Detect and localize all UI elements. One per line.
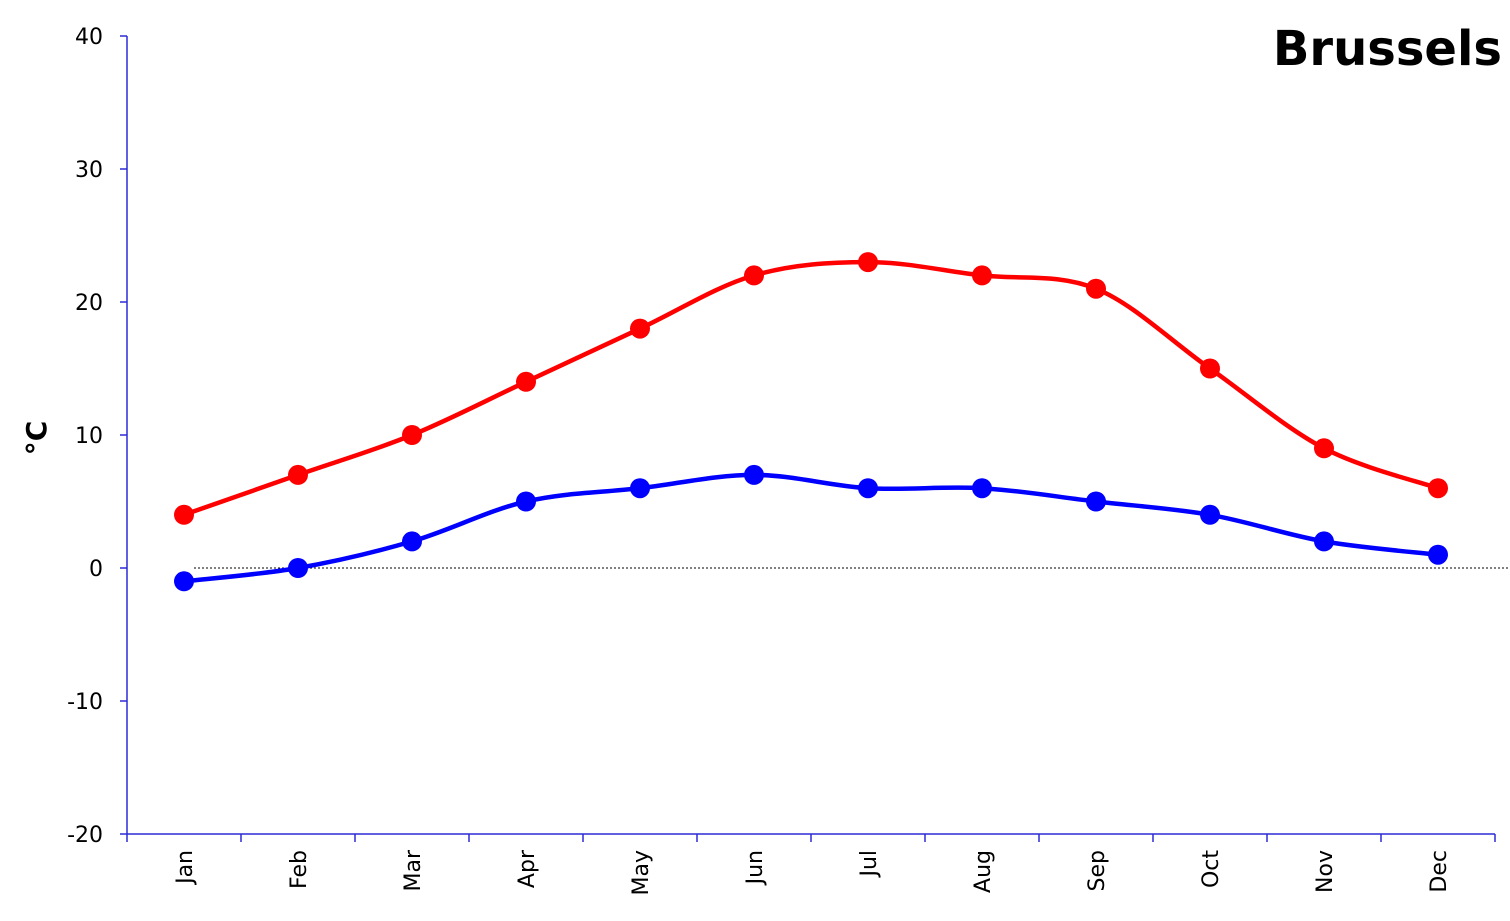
data-point [516,491,536,512]
x-tick-label: May [629,850,654,895]
x-tick-label: Mar [401,849,426,891]
series-line [181,259,1441,518]
data-point [1428,544,1448,565]
data-point [1086,278,1106,299]
data-point [288,558,308,578]
data-point [1086,491,1106,512]
series-group [174,252,1448,592]
data-point [1200,358,1220,379]
x-tick-label: Feb [287,850,312,889]
series-1 [174,464,1448,592]
data-point [630,478,650,499]
data-point [174,571,194,592]
x-tick-label: Dec [1427,850,1452,893]
chart-title: Brussels [1273,21,1502,77]
x-tick-label: Jun [743,850,768,886]
data-point [402,425,422,445]
x-tick-label: Oct [1199,850,1224,888]
x-tick-label: Apr [515,849,540,888]
data-point [288,464,308,485]
data-point [1200,504,1220,525]
x-tick-label: Jul [857,850,882,879]
x-tick-label: Aug [971,850,996,893]
data-point [630,318,650,339]
series-line [181,472,1441,584]
axes [120,35,1510,842]
data-point [858,478,878,499]
tick-labels: -20 -10 0 10 20 30 40 Jan Feb Mar Apr May Jun Jul Aug S… [67,25,1452,895]
data-point [972,478,992,499]
data-point [1428,478,1448,499]
y-axis-label: °C [20,421,53,456]
data-point [174,504,194,525]
y-tick-label: -10 [67,690,103,715]
y-tick-label: 30 [75,158,103,183]
y-tick-label: 10 [75,424,103,449]
data-point [972,265,992,286]
data-point [1314,438,1334,459]
data-point [744,464,764,485]
data-point [402,531,422,552]
data-point [1314,531,1334,552]
data-point [744,265,764,286]
y-tick-label: 20 [75,291,103,316]
x-tick-label: Nov [1313,850,1338,893]
y-tick-label: 40 [75,25,103,50]
x-tick-label: Sep [1085,850,1110,891]
x-tick-label: Jan [173,850,198,886]
data-point [516,371,536,392]
data-point [858,252,878,273]
series-0 [174,252,1448,525]
y-tick-label: 0 [89,557,103,582]
y-tick-label: -20 [67,823,103,848]
